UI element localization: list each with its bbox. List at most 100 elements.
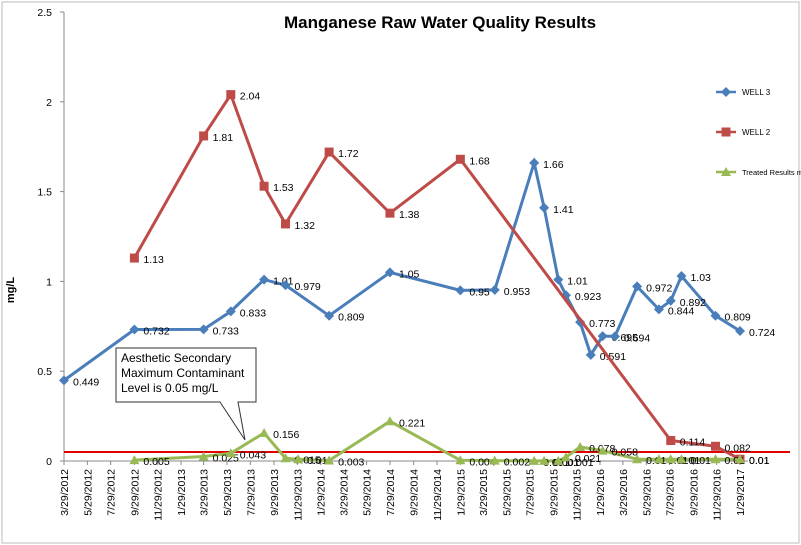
marker	[259, 181, 269, 191]
data-label: 0.003	[338, 456, 364, 468]
data-label: 0.002	[504, 457, 530, 469]
marker	[280, 453, 291, 463]
annotation-text: Maximum Contaminant	[121, 366, 245, 380]
data-label: 1.53	[273, 182, 294, 194]
marker	[553, 455, 564, 465]
data-label: 0.844	[668, 305, 694, 317]
marker	[226, 90, 236, 100]
marker	[665, 454, 676, 464]
x-tick-label: 11/29/2013	[292, 469, 304, 521]
data-label: 0.058	[612, 447, 638, 459]
data-label: 1.38	[399, 209, 420, 221]
x-tick-label: 11/29/2012	[153, 469, 165, 521]
x-tick-label: 9/29/2012	[129, 469, 141, 516]
data-label: 0.01	[680, 455, 701, 467]
marker	[259, 274, 270, 285]
annotation-box	[115, 347, 257, 441]
y-tick-label: 1.5	[37, 187, 52, 199]
data-label: 0.733	[213, 325, 239, 337]
marker	[281, 219, 291, 229]
y-tick-label: 2	[46, 97, 52, 109]
marker	[609, 331, 620, 342]
data-label: 1.32	[295, 220, 316, 232]
legend-label: WELL 3	[742, 88, 771, 97]
annotation-text: Aesthetic Secondary	[121, 351, 231, 365]
data-label: 0.01	[307, 455, 328, 467]
marker	[489, 455, 500, 465]
marker	[324, 310, 335, 321]
marker	[721, 87, 731, 97]
marker	[553, 274, 564, 285]
data-label: 0.923	[575, 291, 601, 303]
marker	[666, 436, 676, 446]
x-tick-label: 1/29/2014	[316, 469, 328, 516]
data-label: 0.972	[646, 282, 672, 294]
marker	[455, 154, 465, 164]
chart-title: Manganese Raw Water Quality Results	[284, 13, 596, 32]
marker	[198, 324, 209, 335]
marker	[324, 455, 335, 465]
marker	[59, 375, 69, 386]
marker	[384, 267, 395, 278]
marker	[129, 324, 140, 335]
marker	[293, 454, 304, 464]
x-tick-label: 7/29/2016	[665, 469, 677, 516]
data-label: 1.41	[553, 204, 574, 216]
marker	[597, 445, 608, 455]
x-tick-label: 1/29/2013	[176, 469, 188, 516]
data-label: 0.732	[143, 326, 169, 338]
data-label: 0.001	[567, 457, 593, 469]
data-label: 1.72	[338, 148, 359, 160]
marker	[711, 441, 721, 451]
marker	[676, 454, 687, 464]
marker	[653, 454, 664, 464]
marker	[324, 147, 334, 157]
x-tick-label: 11/29/2016	[712, 469, 724, 521]
marker	[585, 349, 596, 360]
marker	[529, 455, 540, 465]
data-label: 0.953	[504, 286, 530, 298]
series-line	[134, 419, 740, 463]
data-label: 0.95	[469, 286, 490, 298]
x-tick-label: 7/29/2013	[245, 469, 257, 516]
marker	[129, 253, 139, 263]
x-tick-label: 9/29/2016	[688, 469, 700, 516]
data-label: 0.01	[749, 455, 770, 467]
data-label: 1.03	[690, 272, 711, 284]
marker	[455, 455, 466, 465]
x-tick-label: 9/29/2014	[409, 469, 421, 516]
marker	[597, 331, 608, 342]
marker	[632, 454, 643, 464]
x-tick-label: 7/29/2012	[106, 469, 118, 516]
marker	[455, 285, 466, 296]
data-label: 0.773	[589, 318, 615, 330]
data-label: 0.025	[213, 453, 239, 465]
marker	[539, 455, 550, 465]
marker	[199, 131, 209, 141]
annotation-text: Level is 0.05 mg/L	[121, 381, 219, 395]
marker	[560, 452, 571, 462]
marker	[721, 127, 731, 137]
y-axis-label: mg/L	[5, 277, 17, 304]
marker	[721, 167, 731, 176]
data-label: 1.66	[543, 159, 564, 171]
data-label: 0.449	[73, 376, 99, 388]
marker	[259, 427, 270, 437]
marker	[539, 202, 550, 213]
data-label: 0.01	[749, 455, 770, 467]
marker	[676, 271, 687, 282]
marker	[385, 208, 395, 218]
data-label: 0.809	[725, 312, 751, 324]
marker	[384, 416, 395, 426]
x-tick-label: 7/29/2014	[385, 469, 397, 516]
marker	[225, 306, 236, 317]
x-tick-label: 5/29/2014	[362, 469, 374, 516]
x-tick-label: 1/29/2016	[595, 469, 607, 516]
marker	[280, 280, 291, 291]
x-tick-label: 7/29/2015	[525, 469, 537, 516]
data-label: 0.021	[575, 453, 601, 465]
x-tick-label: 9/29/2013	[269, 469, 281, 516]
